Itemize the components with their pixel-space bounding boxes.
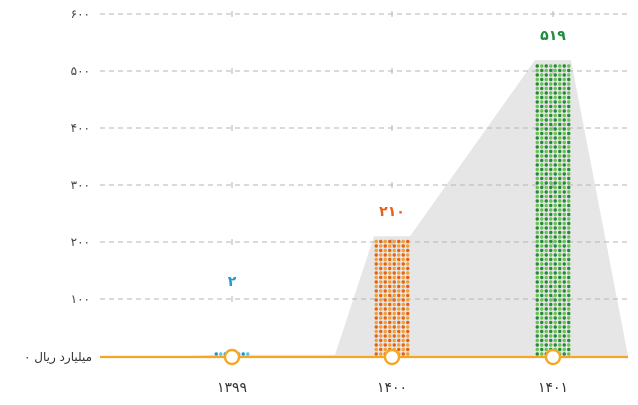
x-axis-layer <box>100 348 628 366</box>
data-labels: ۲ ۲۱۰ ۵۱۹ <box>228 28 567 290</box>
gridlines-layer <box>100 11 628 302</box>
y-tick-label: ۱۰۰ <box>71 292 90 306</box>
x-axis-marker <box>223 348 241 366</box>
bars-layer <box>214 64 571 356</box>
x-tick-label: ۱۳۹۹ <box>217 380 247 396</box>
data-label-1: ۲ <box>228 274 237 290</box>
background-area-layer <box>185 60 628 357</box>
bar-2 <box>374 239 410 356</box>
y-tick-labels: ۱۰۰ ۲۰۰ ۳۰۰ ۴۰۰ ۵۰۰ ۶۰۰ ۰ میلیارد ریال <box>24 7 92 365</box>
y-tick-label: ۳۰۰ <box>71 178 90 192</box>
background-area <box>185 60 628 357</box>
data-label-3: ۵۱۹ <box>540 28 566 44</box>
y-tick-label: ۲۰۰ <box>71 235 90 249</box>
y-tick-label: ۴۰۰ <box>71 121 90 135</box>
x-axis-marker <box>383 348 401 366</box>
x-tick-label: ۱۴۰۱ <box>538 380 568 396</box>
x-axis-marker <box>544 348 562 366</box>
bar-3 <box>535 64 571 356</box>
y-tick-label: ۵۰۰ <box>71 64 90 78</box>
x-tick-label: ۱۴۰۰ <box>377 380 407 396</box>
zero-label: ۰ میلیارد ریال <box>24 350 92 365</box>
x-tick-labels: ۱۳۹۹ ۱۴۰۰ ۱۴۰۱ <box>217 380 568 396</box>
y-tick-label: ۶۰۰ <box>71 7 90 21</box>
data-label-2: ۲۱۰ <box>379 204 405 220</box>
